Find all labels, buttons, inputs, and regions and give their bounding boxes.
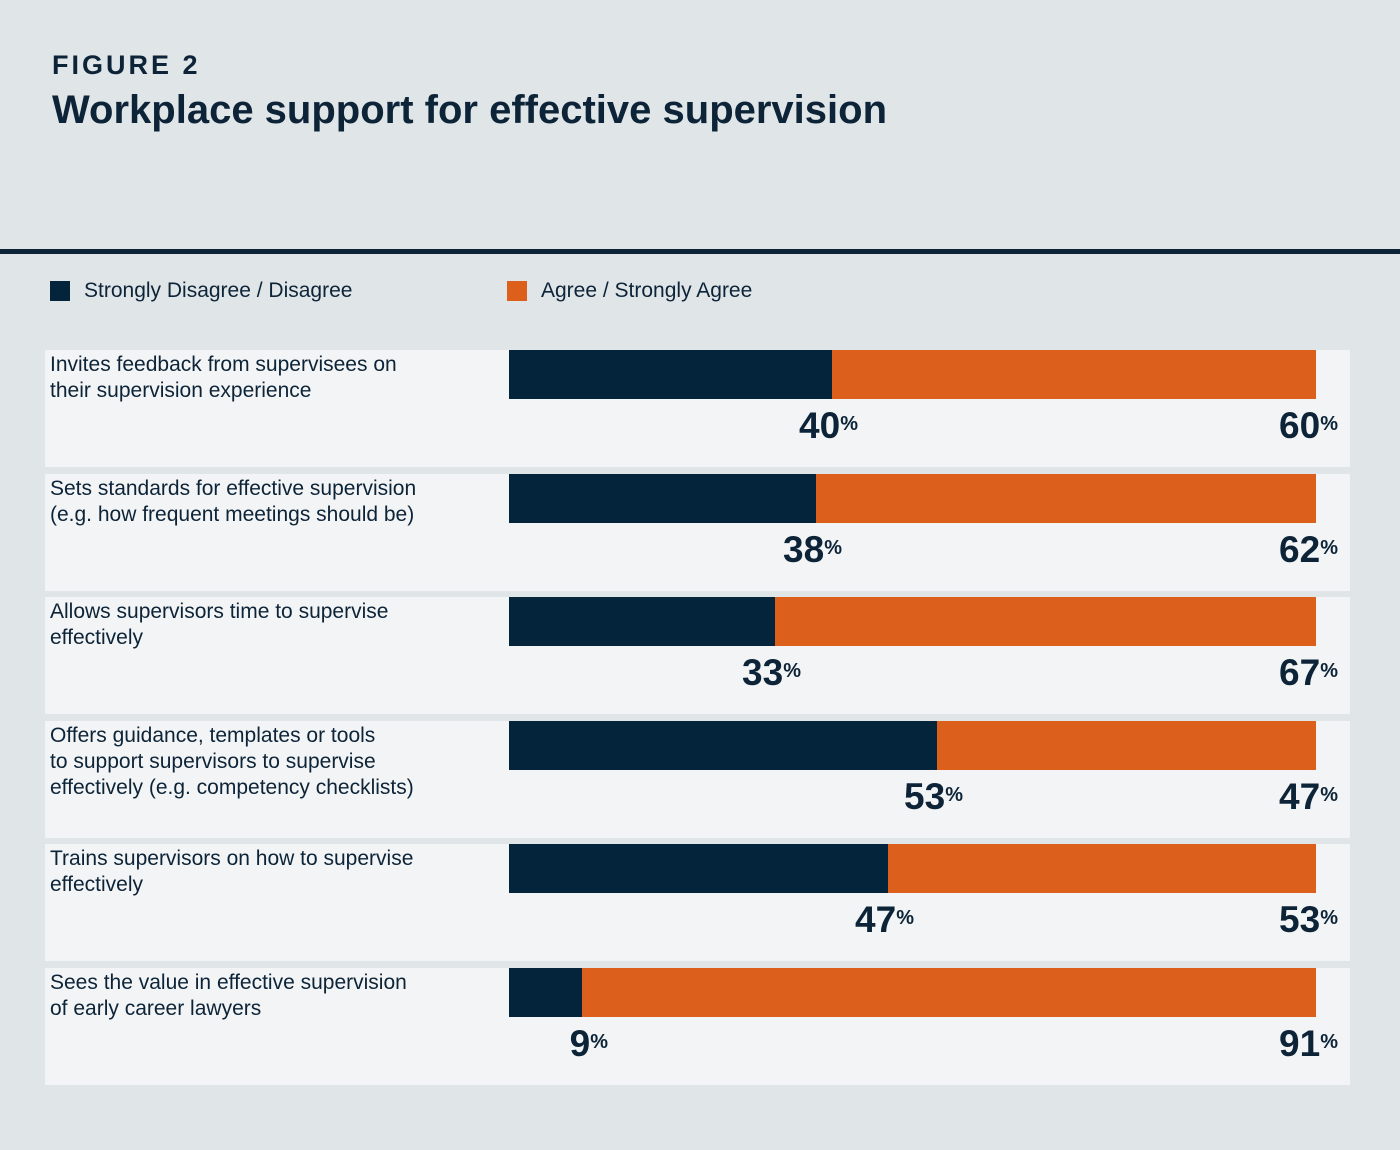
value-label-agree: 67% — [1279, 652, 1338, 694]
stacked-bar — [509, 967, 1316, 1017]
value-label-disagree: 9% — [569, 1022, 608, 1064]
legend-label-agree: Agree / Strongly Agree — [541, 279, 753, 302]
legend-swatch-disagree — [50, 281, 70, 301]
value-label-disagree: 53% — [904, 775, 963, 817]
legend-swatch-agree — [507, 281, 527, 301]
stacked-bar — [509, 720, 1316, 770]
chart-row: Sets standards for effective supervision… — [45, 473, 1350, 591]
category-label: Sets standards for effective supervision… — [50, 476, 417, 526]
bar-segment-agree — [888, 844, 1316, 894]
category-label: Offers guidance, templates or tools to su… — [50, 723, 414, 799]
chart-row: Offers guidance, templates or tools to su… — [45, 720, 1350, 838]
bar-segment-disagree — [509, 844, 888, 894]
bar-segment-agree — [775, 597, 1316, 647]
bar-segment-disagree — [509, 350, 832, 399]
bar-segment-disagree — [509, 720, 937, 770]
figure-title: Workplace support for effective supervis… — [52, 88, 888, 132]
chart-row: Invites feedback from supervisees on thei… — [45, 350, 1350, 467]
category-label: Sees the value in effective supervision o… — [50, 970, 407, 1020]
bar-segment-agree — [582, 967, 1316, 1017]
value-label-agree: 62% — [1279, 528, 1338, 570]
stacked-bar — [509, 350, 1316, 399]
chart-rows: Invites feedback from supervisees on thei… — [45, 350, 1350, 1092]
value-label-agree: 60% — [1279, 405, 1338, 446]
value-label-agree: 47% — [1279, 775, 1338, 817]
value-label-disagree: 47% — [855, 899, 914, 941]
chart-row: Allows supervisors time to supervise effe… — [45, 597, 1350, 715]
bar-segment-agree — [816, 473, 1316, 523]
value-label-agree: 53% — [1279, 899, 1338, 941]
value-label-disagree: 40% — [799, 405, 858, 446]
legend-label-disagree: Strongly Disagree / Disagree — [84, 279, 353, 302]
bar-segment-disagree — [509, 967, 582, 1017]
category-label: Invites feedback from supervisees on thei… — [50, 353, 397, 402]
category-label: Trains supervisors on how to supervise ef… — [50, 847, 414, 897]
stacked-bar — [509, 844, 1316, 894]
bar-segment-agree — [937, 720, 1316, 770]
bar-segment-agree — [832, 350, 1316, 399]
legend-item-disagree: Strongly Disagree / Disagree — [50, 279, 352, 303]
stacked-bar — [509, 473, 1316, 523]
bar-segment-disagree — [509, 473, 816, 523]
chart-row: Trains supervisors on how to supervise ef… — [45, 844, 1350, 962]
value-label-agree: 91% — [1279, 1022, 1338, 1064]
stacked-bar — [509, 597, 1316, 647]
bar-segment-disagree — [509, 597, 775, 647]
category-label: Allows supervisors time to supervise effe… — [50, 600, 389, 650]
title-rule — [0, 249, 1400, 254]
value-label-disagree: 38% — [783, 528, 842, 570]
chart-row: Sees the value in effective supervision o… — [45, 967, 1350, 1085]
value-label-disagree: 33% — [742, 652, 801, 694]
legend-item-agree: Agree / Strongly Agree — [507, 279, 752, 303]
figure-label: FIGURE 2 — [52, 50, 201, 80]
